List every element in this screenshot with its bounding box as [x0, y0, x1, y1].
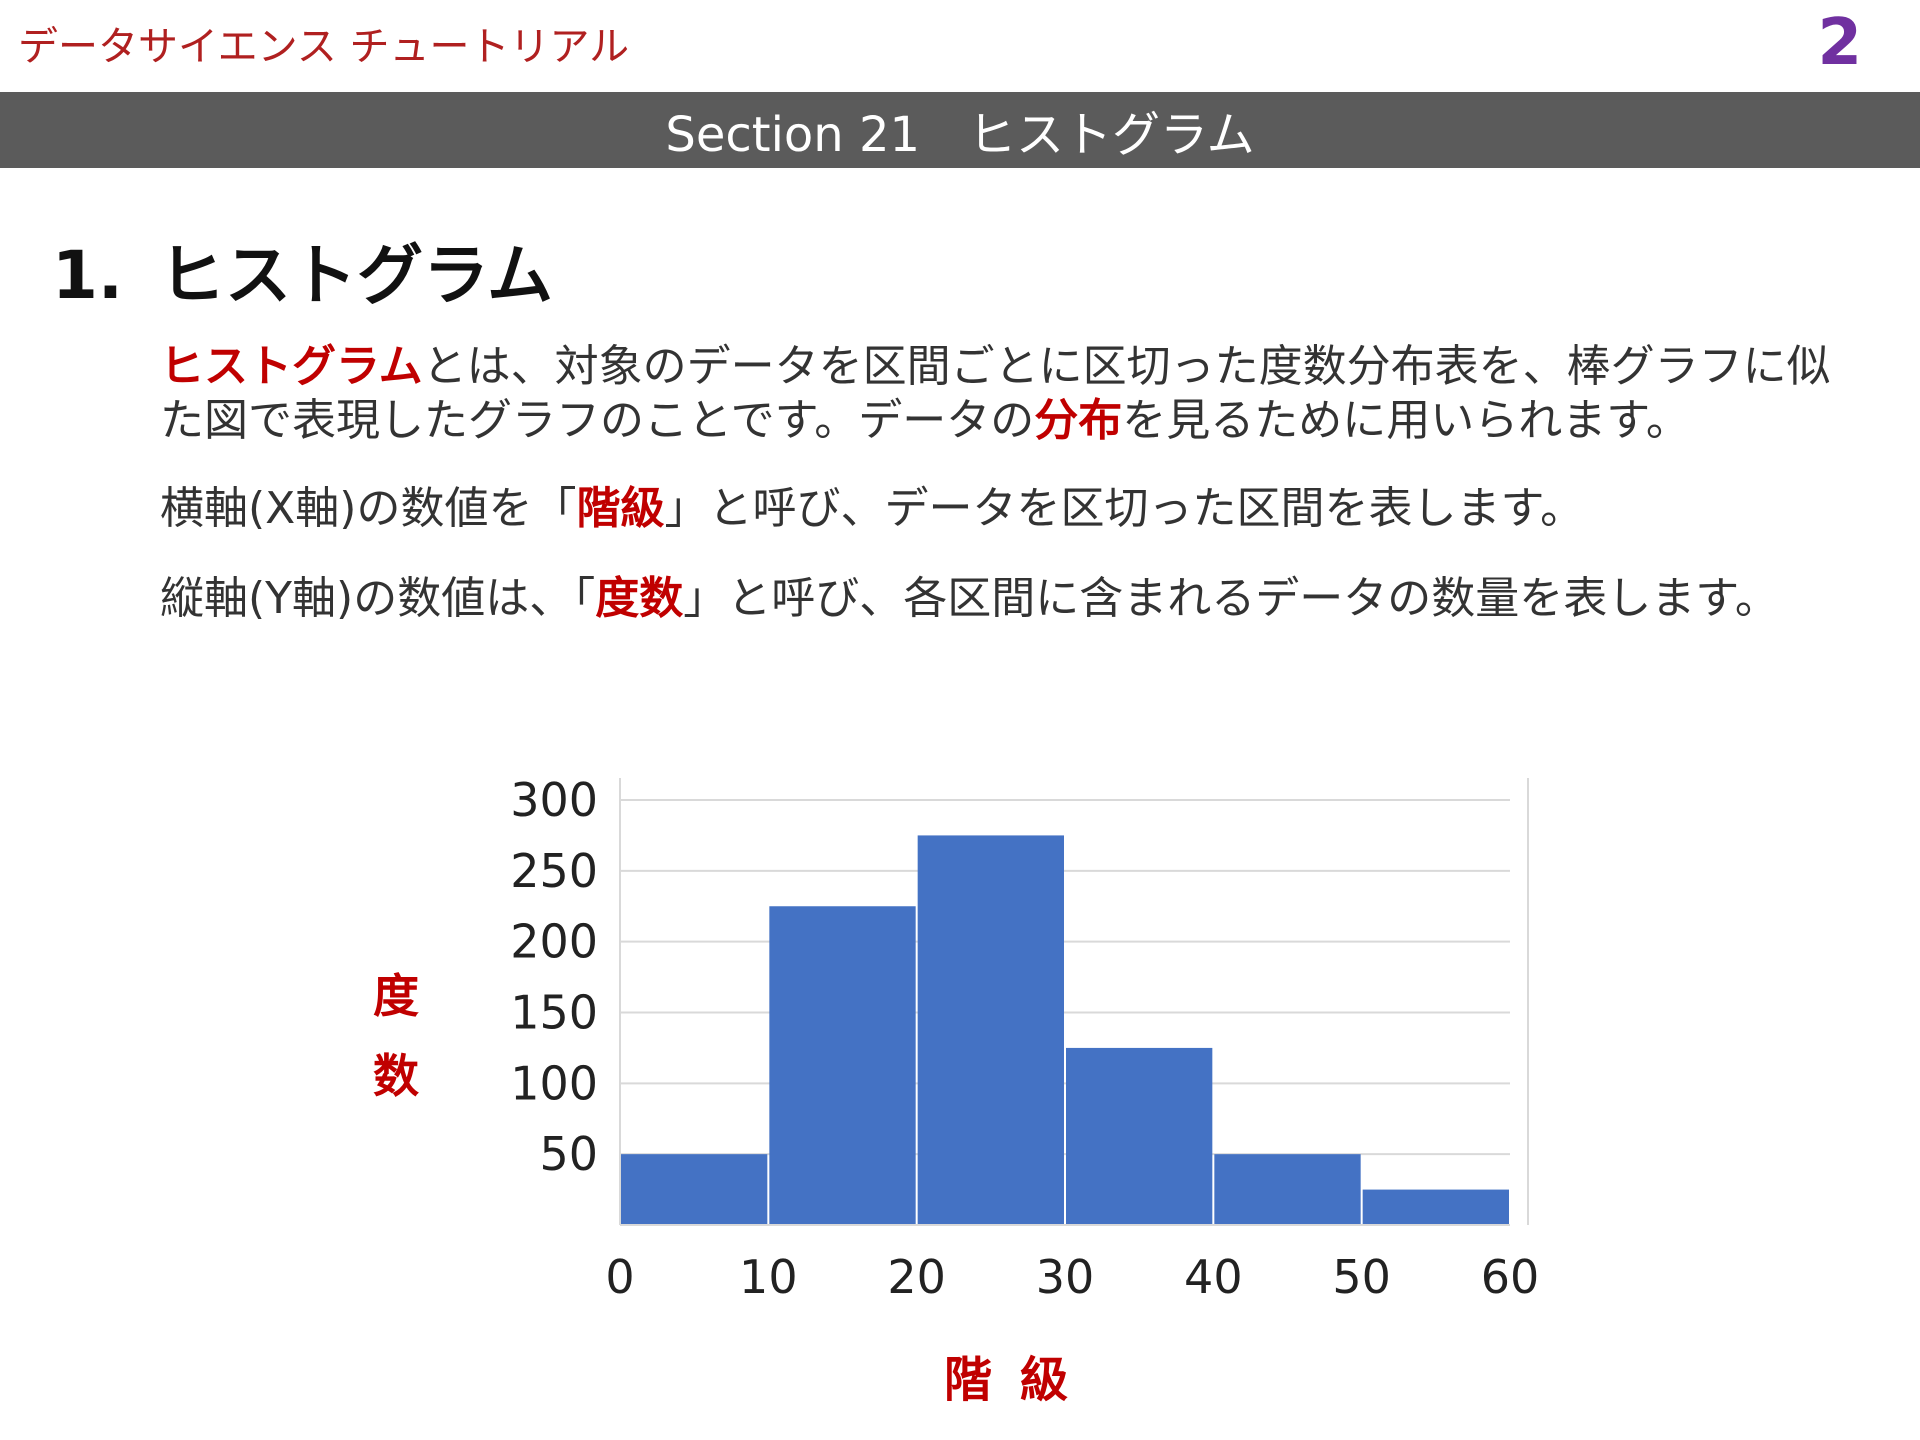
- term-class: 階級: [576, 483, 665, 534]
- histogram-bar: [621, 1154, 768, 1225]
- y-tick-label: 200: [510, 915, 598, 969]
- y-axis-label-1: 度: [373, 969, 419, 1023]
- x-tick-label: 0: [605, 1250, 634, 1304]
- histogram-bar: [1362, 1189, 1509, 1225]
- page-heading: 1. ヒストグラム: [52, 222, 553, 318]
- y-tick-label: 250: [510, 844, 598, 898]
- frequency-text: 縦軸(Y軸)の数値は、「: [160, 573, 596, 624]
- x-tick-label: 30: [1036, 1250, 1095, 1304]
- paragraph-definition: ヒストグラムとは、対象のデータを区間ごとに区切った度数分布表を、棒グラフに似た図…: [160, 340, 1840, 448]
- y-tick-label: 300: [510, 773, 598, 827]
- x-tick-label: 10: [739, 1250, 798, 1304]
- x-tick-label: 60: [1481, 1250, 1540, 1304]
- term-frequency: 度数: [595, 573, 684, 624]
- paragraph-frequency: 縦軸(Y軸)の数値は、「度数」と呼び、各区間に含まれるデータの数量を表します。: [160, 572, 1840, 626]
- definition-text-end: を見るために用いられます。: [1122, 395, 1690, 446]
- x-tick-label: 50: [1332, 1250, 1391, 1304]
- page-number: 2: [1817, 6, 1862, 80]
- y-axis-label-2: 数: [373, 1049, 419, 1103]
- y-tick-label: 150: [510, 986, 598, 1040]
- x-axis-label: 階級: [944, 1352, 1097, 1408]
- y-tick-label: 50: [539, 1127, 598, 1181]
- frequency-text-end: 」と呼び、各区間に含まれるデータの数量を表します。: [683, 573, 1779, 624]
- x-tick-label: 20: [887, 1250, 946, 1304]
- y-tick-label: 100: [510, 1056, 598, 1110]
- histogram-bar: [1214, 1154, 1361, 1225]
- class-text-end: 」と呼び、データを区切った区間を表します。: [664, 483, 1585, 534]
- term-histogram: ヒストグラム: [160, 341, 423, 392]
- paragraph-class: 横軸(X軸)の数値を「階級」と呼び、データを区切った区間を表します。: [160, 482, 1840, 536]
- class-text: 横軸(X軸)の数値を「: [160, 483, 577, 534]
- section-bar: Section 21 ヒストグラム: [0, 92, 1920, 168]
- x-tick-label: 40: [1184, 1250, 1243, 1304]
- definition-text: とは、対象のデータを区間ごとに区切った度数分布表を、棒グラフに似た図で表現したグ…: [160, 341, 1831, 446]
- section-title: Section 21 ヒストグラム: [665, 107, 1255, 163]
- term-distribution: 分布: [1034, 395, 1123, 446]
- histogram-bar: [917, 835, 1064, 1225]
- histogram-bar: [769, 906, 916, 1225]
- heading-number: 1.: [52, 237, 123, 314]
- brand-title: データサイエンス チュートリアル: [18, 24, 630, 70]
- heading-title: ヒストグラム: [159, 237, 554, 314]
- histogram-bar: [1066, 1047, 1213, 1225]
